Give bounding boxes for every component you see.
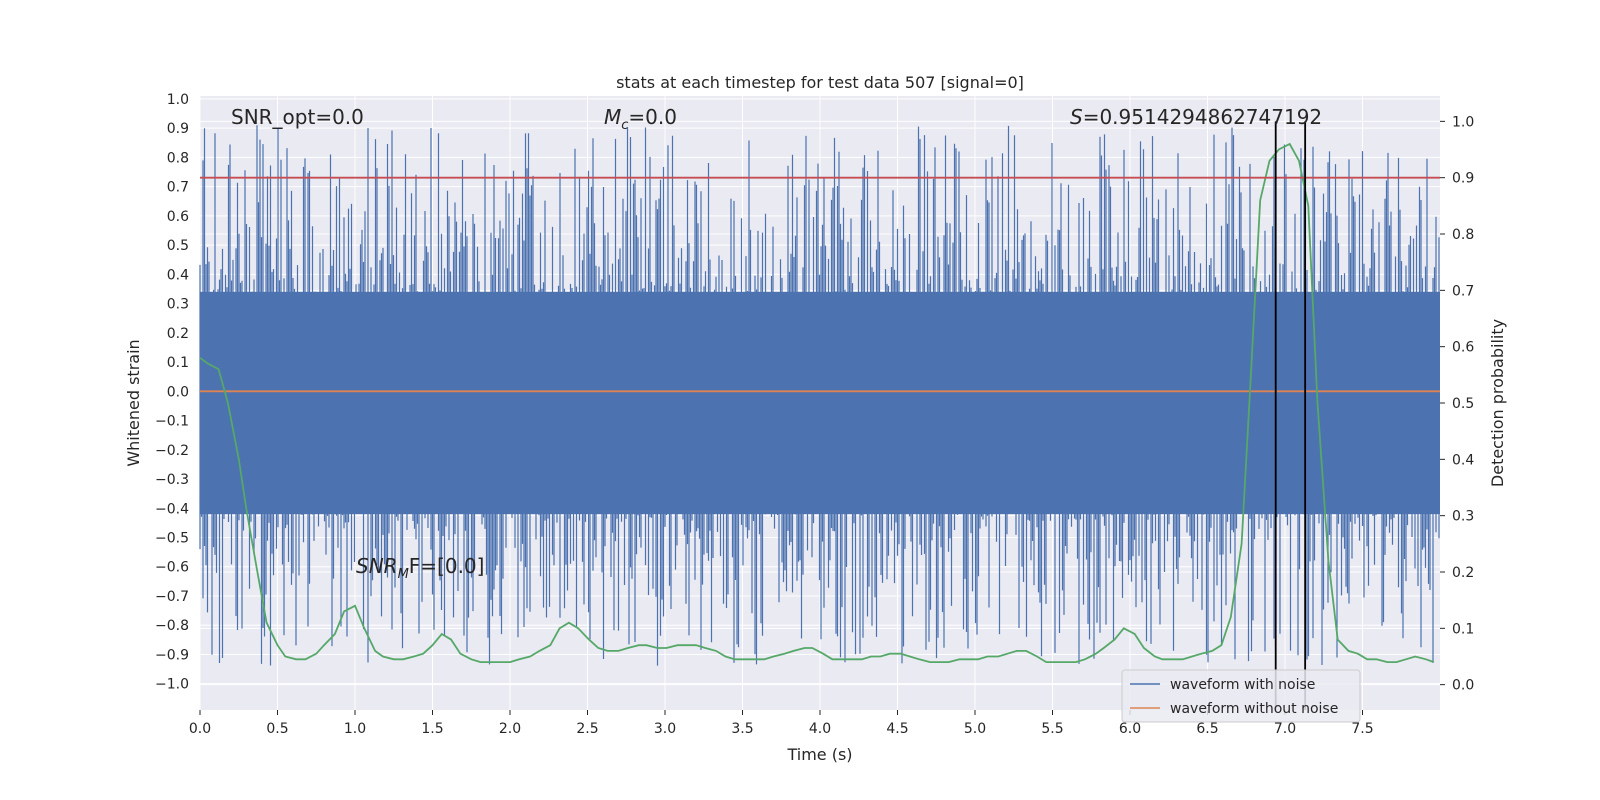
- right-y-tick-label: 0.8: [1452, 227, 1474, 243]
- left-y-tick-label: 0.1: [167, 355, 189, 371]
- left-y-tick-label: 0.4: [167, 267, 189, 283]
- snr-opt-annotation: SNR_opt=0.0: [231, 105, 364, 129]
- x-tick-label: 5.0: [964, 721, 986, 737]
- right-y-tick-label: 0.4: [1452, 452, 1474, 468]
- noisy-waveform-series: [199, 125, 1440, 666]
- x-tick-label: 6.5: [1196, 721, 1218, 737]
- x-tick-label: 4.0: [809, 721, 831, 737]
- x-tick-label: 0.5: [266, 721, 288, 737]
- detection-window-lines: [1274, 121, 1307, 710]
- x-tick-label: 1.0: [344, 721, 366, 737]
- x-tick-label: 1.5: [421, 721, 443, 737]
- x-tick-label: 3.5: [731, 721, 753, 737]
- x-tick-label: 0.0: [189, 721, 211, 737]
- right-y-tick-label: 0.1: [1452, 621, 1474, 637]
- right-y-tick-label: 0.2: [1452, 565, 1474, 581]
- right-y-tick-label: 1.0: [1452, 114, 1474, 130]
- right-y-tick-label: 0.0: [1452, 678, 1474, 694]
- left-y-tick-label: −0.6: [155, 560, 189, 576]
- right-y-tick-label: 0.6: [1452, 340, 1474, 356]
- legend-label-clean: waveform without noise: [1170, 701, 1338, 717]
- left-y-tick-label: −0.2: [155, 443, 189, 459]
- left-y-tick-label: −0.4: [155, 501, 189, 517]
- left-y-tick-label: −0.3: [155, 472, 189, 488]
- right-y-tick-label: 0.3: [1452, 509, 1474, 525]
- legend-label-noisy: waveform with noise: [1170, 677, 1315, 693]
- legend-box: [1121, 669, 1361, 723]
- right-y-axis-ticks: 1.0 0.9 0.8 0.7 0.6 0.5 0.4 0.3 0.2 0.1 0.0: [1440, 114, 1474, 694]
- left-y-tick-label: −0.9: [155, 647, 189, 663]
- left-y-axis-ticks: 1.0 0.9 0.8 0.7 0.6 0.5 0.4 0.3 0.2 0.1 0.0 −0.1 −0.…: [155, 92, 189, 693]
- detection-probability-line: [199, 142, 1435, 663]
- x-tick-label: 6.0: [1119, 721, 1141, 737]
- left-y-tick-label: −0.7: [155, 589, 189, 605]
- x-axis-ticks: 0.0 0.5 1.0 1.5 2.0 2.5 3.0 3.5 4.0 4.5 5.0 5.5 6.0 6…: [189, 710, 1374, 737]
- score-annotation: S=0.9514294862747192: [1070, 105, 1322, 129]
- left-y-tick-label: 0.6: [167, 209, 189, 225]
- x-tick-label: 7.5: [1351, 721, 1373, 737]
- snr-mf-annotation: SNRMF=[0.0]: [356, 554, 484, 582]
- x-tick-label: 2.0: [499, 721, 521, 737]
- left-y-tick-label: −0.5: [155, 530, 189, 546]
- noise-spikes: [199, 125, 1440, 666]
- right-y-tick-label: 0.5: [1452, 396, 1474, 412]
- chirp-mass-annotation: Mc=0.0: [604, 105, 677, 133]
- left-y-tick-label: 0.0: [167, 384, 189, 400]
- left-y-tick-label: 0.5: [167, 238, 189, 254]
- x-tick-label: 4.5: [886, 721, 908, 737]
- right-y-tick-label: 0.7: [1452, 283, 1474, 299]
- legend: waveform with noise waveform without noi…: [1121, 669, 1361, 723]
- left-y-tick-label: 0.8: [167, 150, 189, 166]
- left-y-tick-label: −0.8: [155, 618, 189, 634]
- chart-title: stats at each timestep for test data 507…: [616, 73, 1024, 92]
- detection-probability-series: [199, 142, 1435, 663]
- left-y-tick-label: 0.3: [167, 297, 189, 313]
- left-y-tick-label: 0.7: [167, 180, 189, 196]
- right-y-tick-label: 0.9: [1452, 171, 1474, 187]
- left-y-tick-label: −0.1: [155, 414, 189, 430]
- x-tick-label: 5.5: [1041, 721, 1063, 737]
- left-y-tick-label: 0.9: [167, 121, 189, 137]
- left-y-tick-label: 1.0: [167, 92, 189, 108]
- x-axis-label: Time (s): [786, 745, 852, 764]
- left-y-axis-label: Whitened strain: [124, 339, 143, 466]
- x-tick-label: 3.0: [654, 721, 676, 737]
- right-y-axis-label: Detection probability: [1488, 319, 1507, 487]
- left-y-tick-label: −1.0: [155, 677, 189, 693]
- x-tick-label: 2.5: [576, 721, 598, 737]
- left-y-tick-label: 0.2: [167, 326, 189, 342]
- x-tick-label: 7.0: [1274, 721, 1296, 737]
